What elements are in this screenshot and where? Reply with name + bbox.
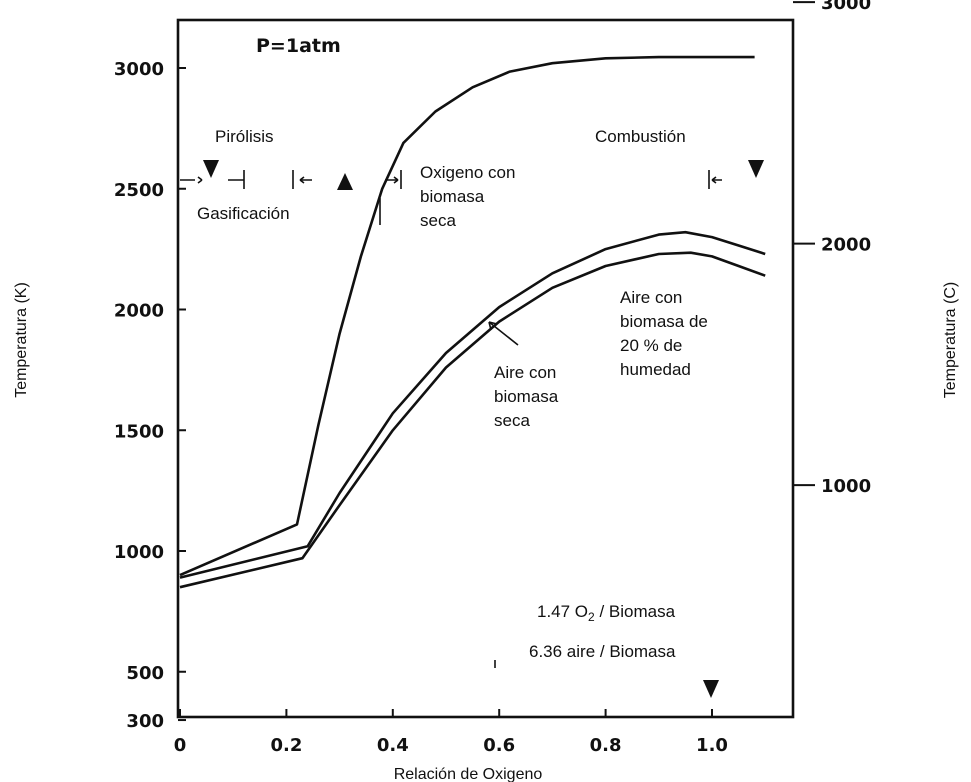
x-axis-title: Relación de Oxigeno [394, 766, 543, 782]
regime-markers: Pirólisis Gasificación Combustión [180, 127, 764, 698]
x-axis-ticks: 0 0.2 0.4 0.6 0.8 1.0 [174, 709, 728, 756]
x-tick-label: 0.8 [590, 735, 622, 756]
series-line-aire_humeda [179, 251, 766, 589]
gasificacion-marker-up [337, 173, 353, 190]
aire-humeda-label-line2: biomasa de [620, 312, 708, 331]
y-left-tick-label: 1500 [114, 421, 164, 442]
y-right-tick-label: 2000 [821, 235, 871, 256]
y-axis-title-left: Temperatura (K) [13, 282, 30, 398]
oxigeno-label-line2: biomasa [420, 187, 485, 206]
ratio-annotations: 1.47 O2 / Biomasa 6.36 aire / Biomasa [529, 602, 676, 661]
y-axis-title-right: Temperatura (C) [942, 282, 959, 398]
plot-frame [176, 18, 795, 719]
ratio-o2-text: 1.47 O2 / Biomasa [537, 602, 676, 624]
pirolisis-range-left [180, 176, 203, 184]
y-left-tick-label: 500 [126, 663, 164, 684]
pressure-title: P=1atm [256, 35, 341, 57]
aire-seca-label-line2: biomasa [494, 387, 559, 406]
combustion-range-left [708, 170, 722, 189]
x-tick-label: 0 [174, 735, 187, 756]
series-curves [179, 55, 766, 589]
gasificacion-range-left [292, 170, 312, 189]
gasificacion-range-right [385, 170, 402, 189]
x-tick-label: 1.0 [696, 735, 728, 756]
pirolisis-marker-down [203, 160, 219, 178]
y-right-tick-label: 3000 [821, 0, 871, 14]
aire-seca-label-line3: seca [494, 411, 530, 430]
aire-humeda-label-line1: Aire con [620, 288, 682, 307]
aire-seca-label-line1: Aire con [494, 363, 556, 382]
series-line-oxigeno [179, 55, 755, 577]
stoichiometric-marker-down [703, 680, 719, 698]
aire-seca-pointer-arrow [488, 321, 519, 346]
y-left-tick-label: 3000 [114, 59, 164, 80]
pirolisis-range-right [228, 170, 245, 189]
oxigeno-label-line1: Oxigeno con [420, 163, 515, 182]
y-axis-right-ticks: 1000 2000 3000 [793, 0, 871, 497]
y-left-tick-label: 2500 [114, 180, 164, 201]
pirolisis-label: Pirólisis [215, 127, 274, 146]
combustion-marker-down [748, 160, 764, 178]
series-line-aire_seca [179, 230, 766, 579]
x-tick-label: 0.2 [270, 735, 302, 756]
y-axis-left-ticks: 300 500 1000 1500 2000 2500 3000 [114, 59, 186, 732]
x-tick-label: 0.6 [483, 735, 515, 756]
y-left-tick-label: 300 [126, 711, 164, 732]
ratio-aire-text: 6.36 aire / Biomasa [529, 642, 676, 661]
aire-humeda-label-line3: 20 % de [620, 336, 682, 355]
x-tick-label: 0.4 [377, 735, 409, 756]
y-right-tick-label: 1000 [821, 476, 871, 497]
combustion-label: Combustión [595, 127, 686, 146]
curve-labels: Oxigeno con biomasa seca Aire con biomas… [420, 163, 708, 430]
y-left-tick-label: 1000 [114, 542, 164, 563]
aire-humeda-label-line4: humedad [620, 360, 691, 379]
gasificacion-label: Gasificación [197, 204, 290, 223]
y-left-tick-label: 2000 [114, 301, 164, 322]
oxigeno-label-line3: seca [420, 211, 456, 230]
